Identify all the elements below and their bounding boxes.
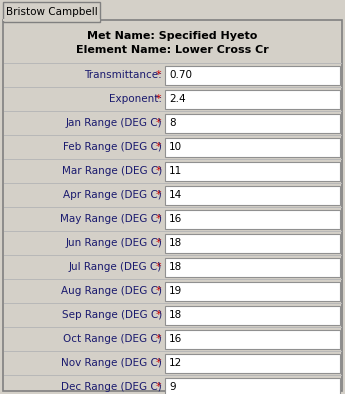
FancyBboxPatch shape (165, 330, 340, 349)
Text: Jan Range (DEG C): Jan Range (DEG C) (65, 118, 162, 128)
Text: Met Name: Specified Hyeto: Met Name: Specified Hyeto (87, 31, 258, 41)
FancyBboxPatch shape (165, 258, 340, 277)
Text: *: * (155, 118, 161, 128)
FancyBboxPatch shape (165, 66, 340, 85)
Text: *: * (155, 238, 161, 248)
Text: Dec Range (DEG C): Dec Range (DEG C) (61, 382, 162, 392)
Text: *: * (155, 286, 161, 296)
Text: 19: 19 (169, 286, 182, 296)
Text: 8: 8 (169, 118, 176, 128)
FancyBboxPatch shape (165, 90, 340, 109)
Text: *: * (155, 334, 161, 344)
FancyBboxPatch shape (165, 354, 340, 373)
Text: Oct Range (DEG C): Oct Range (DEG C) (63, 334, 162, 344)
FancyBboxPatch shape (165, 138, 340, 157)
Text: 10: 10 (169, 142, 182, 152)
Text: *: * (155, 358, 161, 368)
Text: 18: 18 (169, 310, 182, 320)
FancyBboxPatch shape (165, 210, 340, 229)
Text: 11: 11 (169, 166, 182, 176)
FancyBboxPatch shape (165, 234, 340, 253)
Text: 16: 16 (169, 334, 182, 344)
Text: 16: 16 (169, 214, 182, 224)
Text: Sep Range (DEG C): Sep Range (DEG C) (62, 310, 162, 320)
Text: *: * (155, 190, 161, 200)
Text: Apr Range (DEG C): Apr Range (DEG C) (63, 190, 162, 200)
Text: *: * (155, 94, 161, 104)
Text: *: * (155, 142, 161, 152)
Text: *: * (155, 70, 161, 80)
FancyBboxPatch shape (3, 20, 342, 391)
FancyBboxPatch shape (165, 282, 340, 301)
Text: Jul Range (DEG C): Jul Range (DEG C) (69, 262, 162, 272)
FancyBboxPatch shape (165, 306, 340, 325)
Text: 18: 18 (169, 238, 182, 248)
Text: *: * (155, 166, 161, 176)
Text: 12: 12 (169, 358, 182, 368)
FancyBboxPatch shape (165, 162, 340, 181)
FancyBboxPatch shape (3, 2, 100, 22)
Text: 2.4: 2.4 (169, 94, 186, 104)
Text: *: * (155, 310, 161, 320)
Text: 14: 14 (169, 190, 182, 200)
Text: May Range (DEG C): May Range (DEG C) (60, 214, 162, 224)
Text: Jun Range (DEG C): Jun Range (DEG C) (65, 238, 162, 248)
Text: Element Name: Lower Cross Cr: Element Name: Lower Cross Cr (76, 45, 269, 55)
Text: Mar Range (DEG C): Mar Range (DEG C) (62, 166, 162, 176)
FancyBboxPatch shape (165, 378, 340, 394)
Text: Feb Range (DEG C): Feb Range (DEG C) (63, 142, 162, 152)
Text: *: * (155, 262, 161, 272)
FancyBboxPatch shape (165, 114, 340, 133)
Text: Aug Range (DEG C): Aug Range (DEG C) (61, 286, 162, 296)
Text: *: * (155, 214, 161, 224)
Text: 18: 18 (169, 262, 182, 272)
Text: Exponent:: Exponent: (109, 94, 162, 104)
FancyBboxPatch shape (165, 186, 340, 205)
Text: Bristow Campbell: Bristow Campbell (6, 7, 97, 17)
Text: 9: 9 (169, 382, 176, 392)
Text: Nov Range (DEG C): Nov Range (DEG C) (61, 358, 162, 368)
Text: 0.70: 0.70 (169, 70, 192, 80)
Text: *: * (155, 382, 161, 392)
Text: Transmittance:: Transmittance: (84, 70, 162, 80)
